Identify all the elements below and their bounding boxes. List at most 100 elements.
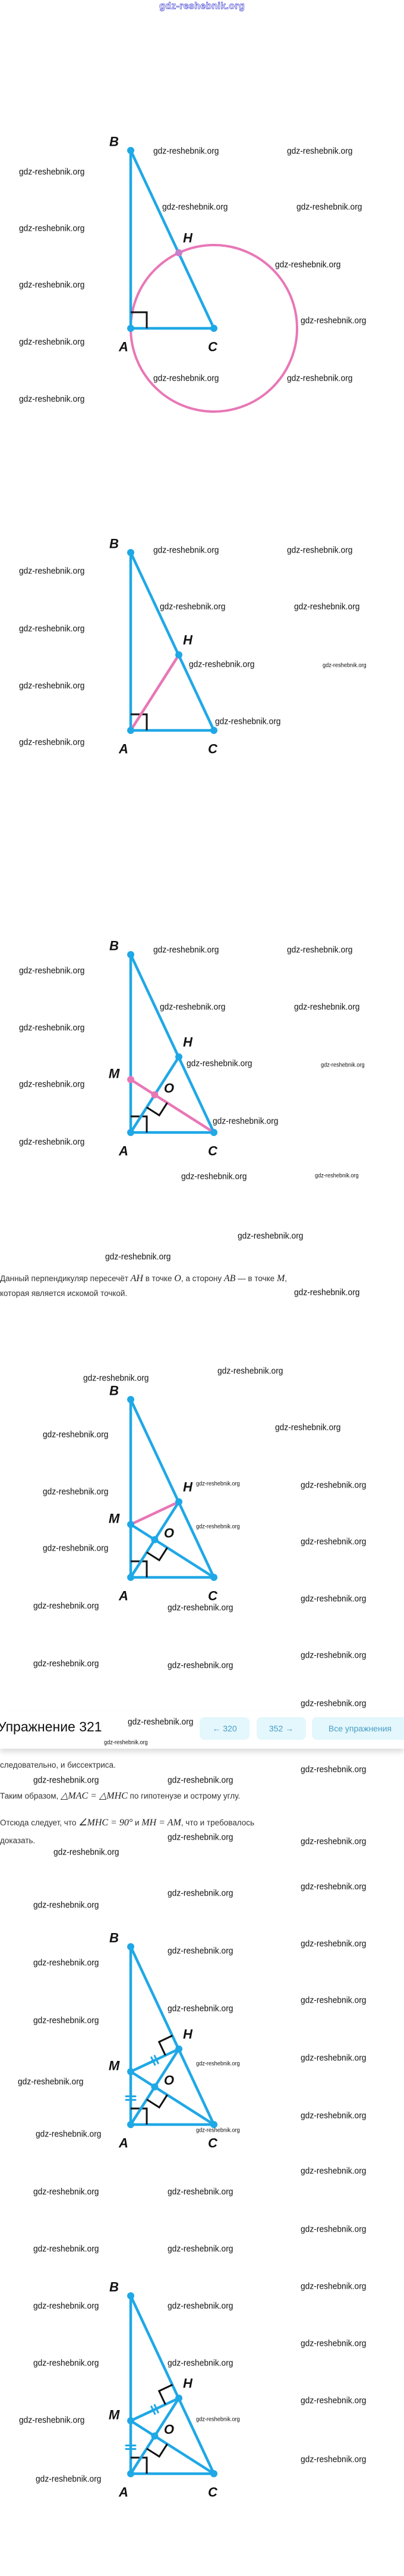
paragraph-perpendicular-line2: которая является искомой точкой. bbox=[0, 1289, 128, 1298]
watermark: gdz-reshebnik.org bbox=[294, 601, 360, 612]
segment-mc bbox=[129, 1523, 216, 1579]
watermark: gdz-reshebnik.org bbox=[301, 315, 367, 326]
watermark: gdz-reshebnik.org bbox=[36, 2129, 102, 2139]
point-b bbox=[127, 147, 134, 154]
point-label-o: O bbox=[164, 2073, 174, 2088]
point-c bbox=[210, 1574, 217, 1581]
math: AB bbox=[223, 1273, 236, 1284]
point-label-b: B bbox=[109, 1383, 119, 1398]
math: O bbox=[174, 1273, 181, 1284]
watermark: gdz-reshebnik.org bbox=[83, 1373, 149, 1383]
watermark: gdz-reshebnik.org bbox=[238, 1231, 304, 1241]
watermark: gdz-reshebnik.org bbox=[19, 1137, 85, 1147]
watermark: gdz-reshebnik.org bbox=[160, 1002, 226, 1012]
point-label-c: C bbox=[208, 2136, 218, 2151]
watermark: gdz-reshebnik.org bbox=[196, 2060, 240, 2067]
watermark: gdz-reshebnik.org bbox=[301, 1995, 367, 2006]
watermark: gdz-reshebnik.org bbox=[33, 1775, 99, 1786]
point-label-b: B bbox=[109, 1931, 119, 1946]
point-label-o: O bbox=[164, 2422, 174, 2437]
watermark: gdz-reshebnik.org bbox=[104, 1739, 148, 1746]
watermark: gdz-reshebnik.org bbox=[19, 1022, 85, 1033]
point-b bbox=[127, 951, 134, 958]
watermark: gdz-reshebnik.org bbox=[168, 1946, 233, 1956]
segment-mh bbox=[129, 2047, 181, 2073]
point-label-h: H bbox=[183, 231, 193, 246]
point-h bbox=[175, 2045, 182, 2053]
point-c bbox=[210, 2470, 217, 2477]
watermark: gdz-reshebnik.org bbox=[19, 337, 85, 347]
point-o bbox=[151, 2432, 159, 2440]
point-label-h: H bbox=[183, 633, 193, 648]
point-a bbox=[127, 325, 134, 332]
point-b bbox=[127, 1943, 134, 1950]
watermark: gdz-reshebnik.org bbox=[153, 146, 219, 156]
point-label-m: M bbox=[109, 1066, 120, 1081]
segment-mh bbox=[129, 1500, 181, 1526]
site-logo[interactable]: gdz-reshebnik.org bbox=[159, 1, 245, 12]
point-label-m: M bbox=[109, 2408, 120, 2423]
watermark: gdz-reshebnik.org bbox=[105, 1251, 171, 1262]
point-m bbox=[127, 2068, 134, 2075]
watermark: gdz-reshebnik.org bbox=[301, 1698, 367, 1709]
paragraph-congruence: Таким образом, △MAC = △MHC по гипотенузе… bbox=[0, 1791, 240, 1802]
watermark: gdz-reshebnik.org bbox=[33, 2015, 99, 2026]
watermark: gdz-reshebnik.org bbox=[19, 223, 85, 234]
watermark: gdz-reshebnik.org bbox=[43, 1543, 109, 1554]
watermark: gdz-reshebnik.org bbox=[19, 965, 85, 976]
point-o bbox=[151, 1536, 159, 1543]
watermark: gdz-reshebnik.org bbox=[19, 737, 85, 748]
watermark: gdz-reshebnik.org bbox=[321, 1062, 365, 1069]
watermark: gdz-reshebnik.org bbox=[19, 1079, 85, 1090]
text: , а сторону bbox=[181, 1274, 224, 1283]
paragraph-perpendicular: Данный перпендикуляр пересечёт AH в точк… bbox=[0, 1273, 287, 1284]
point-label-c: C bbox=[208, 1144, 218, 1159]
point-label-o: O bbox=[164, 1526, 174, 1540]
point-label-o: O bbox=[164, 1081, 174, 1096]
math: △MAC = △MHC bbox=[61, 1791, 128, 1801]
right-angle-mark-a bbox=[131, 2456, 148, 2474]
right-angle-mark-a bbox=[131, 1560, 148, 1577]
watermark: gdz-reshebnik.org bbox=[33, 1900, 99, 1910]
watermark: gdz-reshebnik.org bbox=[217, 1366, 283, 1376]
point-h bbox=[175, 1053, 182, 1060]
watermark: gdz-reshebnik.org bbox=[196, 2416, 240, 2423]
paragraph-conclusion-line2: доказать. bbox=[0, 1836, 36, 1845]
watermark: gdz-reshebnik.org bbox=[294, 1287, 360, 1298]
point-label-b: B bbox=[109, 536, 119, 551]
point-h bbox=[175, 1498, 182, 1505]
watermark: gdz-reshebnik.org bbox=[33, 2186, 99, 2197]
point-label-b: B bbox=[109, 939, 119, 953]
text: Данный перпендикуляр пересечёт bbox=[0, 1274, 131, 1283]
watermark: gdz-reshebnik.org bbox=[301, 1650, 367, 1661]
watermark: gdz-reshebnik.org bbox=[18, 2076, 84, 2087]
watermark: gdz-reshebnik.org bbox=[33, 2301, 99, 2311]
watermark: gdz-reshebnik.org bbox=[296, 202, 362, 212]
point-label-a: A bbox=[118, 2485, 128, 2500]
segment-mh bbox=[129, 2396, 181, 2423]
text: Отсюда следует, что bbox=[0, 1818, 79, 1827]
prev-exercise-button[interactable]: ← 320 bbox=[200, 1717, 250, 1740]
watermark: gdz-reshebnik.org bbox=[301, 2338, 367, 2349]
side-bc bbox=[129, 1398, 216, 1579]
watermark: gdz-reshebnik.org bbox=[168, 1888, 233, 1899]
math: MH = AM bbox=[141, 1818, 181, 1828]
point-b bbox=[127, 1396, 134, 1403]
watermark: gdz-reshebnik.org bbox=[301, 2281, 367, 2292]
watermark: gdz-reshebnik.org bbox=[294, 1002, 360, 1012]
watermark: gdz-reshebnik.org bbox=[301, 2395, 367, 2406]
watermark: gdz-reshebnik.org bbox=[215, 716, 281, 727]
right-angle-mark-a bbox=[131, 713, 148, 730]
all-exercises-button[interactable]: Все упражнения bbox=[312, 1717, 404, 1740]
point-a bbox=[127, 2470, 134, 2477]
watermark: gdz-reshebnik.org bbox=[196, 1480, 240, 1488]
text: — в точке bbox=[235, 1274, 277, 1283]
watermark: gdz-reshebnik.org bbox=[301, 2454, 367, 2465]
watermark: gdz-reshebnik.org bbox=[301, 1938, 367, 1949]
next-exercise-button[interactable]: 352 → bbox=[257, 1717, 306, 1740]
watermark: gdz-reshebnik.org bbox=[301, 2224, 367, 2235]
right-angle-mark-o bbox=[146, 2094, 168, 2109]
point-label-h: H bbox=[183, 1480, 193, 1495]
watermark: gdz-reshebnik.org bbox=[168, 2301, 233, 2311]
watermark: gdz-reshebnik.org bbox=[189, 659, 255, 670]
